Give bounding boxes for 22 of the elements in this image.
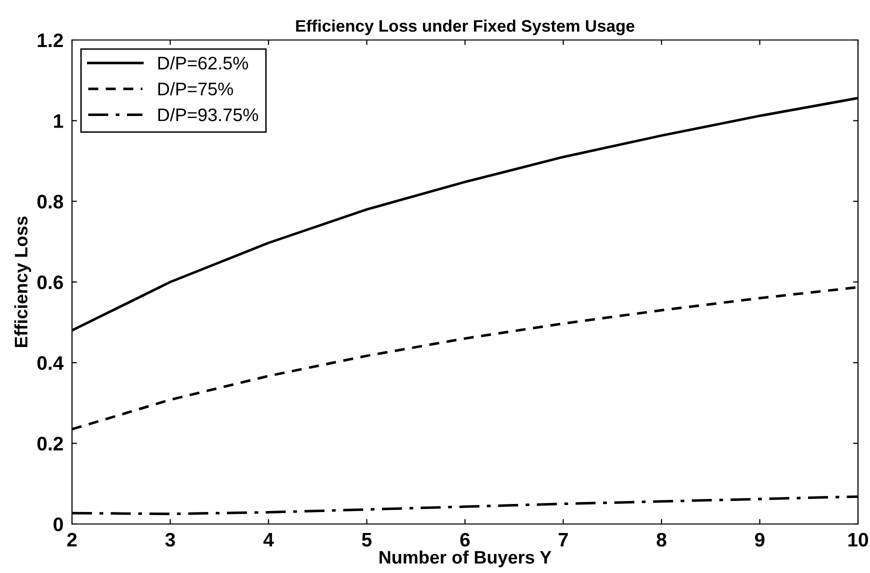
legend-label: D/P=75% <box>158 82 233 96</box>
x-tick-label: 5 <box>362 533 372 547</box>
y-tick-label: 0.4 <box>37 356 64 370</box>
y-tick-label: 0 <box>54 517 63 532</box>
y-tick-label: 0.2 <box>37 436 63 451</box>
x-tick-label: 6 <box>460 532 470 547</box>
x-tick-label: 7 <box>558 533 568 546</box>
legend-label: D/P=62.5% <box>158 56 248 70</box>
chart-title: Efficiency Loss under Fixed System Usage <box>296 20 634 36</box>
x-tick-label: 8 <box>656 532 666 547</box>
x-tick-label: 10 <box>848 532 868 547</box>
y-tick-label: 1.2 <box>38 33 63 48</box>
x-tick-label: 4 <box>263 533 274 546</box>
x-axis-title: Number of Buyers Y <box>380 550 552 568</box>
y-tick-label: 0.6 <box>37 275 63 290</box>
x-tick-label: 9 <box>755 532 764 547</box>
y-axis-title: Efficiency Loss <box>14 216 32 348</box>
x-tick-label: 3 <box>165 532 175 547</box>
y-tick-label: 0.8 <box>37 194 64 209</box>
x-tick-label: 2 <box>67 532 77 546</box>
y-tick-label: 1 <box>54 114 64 128</box>
legend-label: D/P=93.75% <box>158 108 258 122</box>
